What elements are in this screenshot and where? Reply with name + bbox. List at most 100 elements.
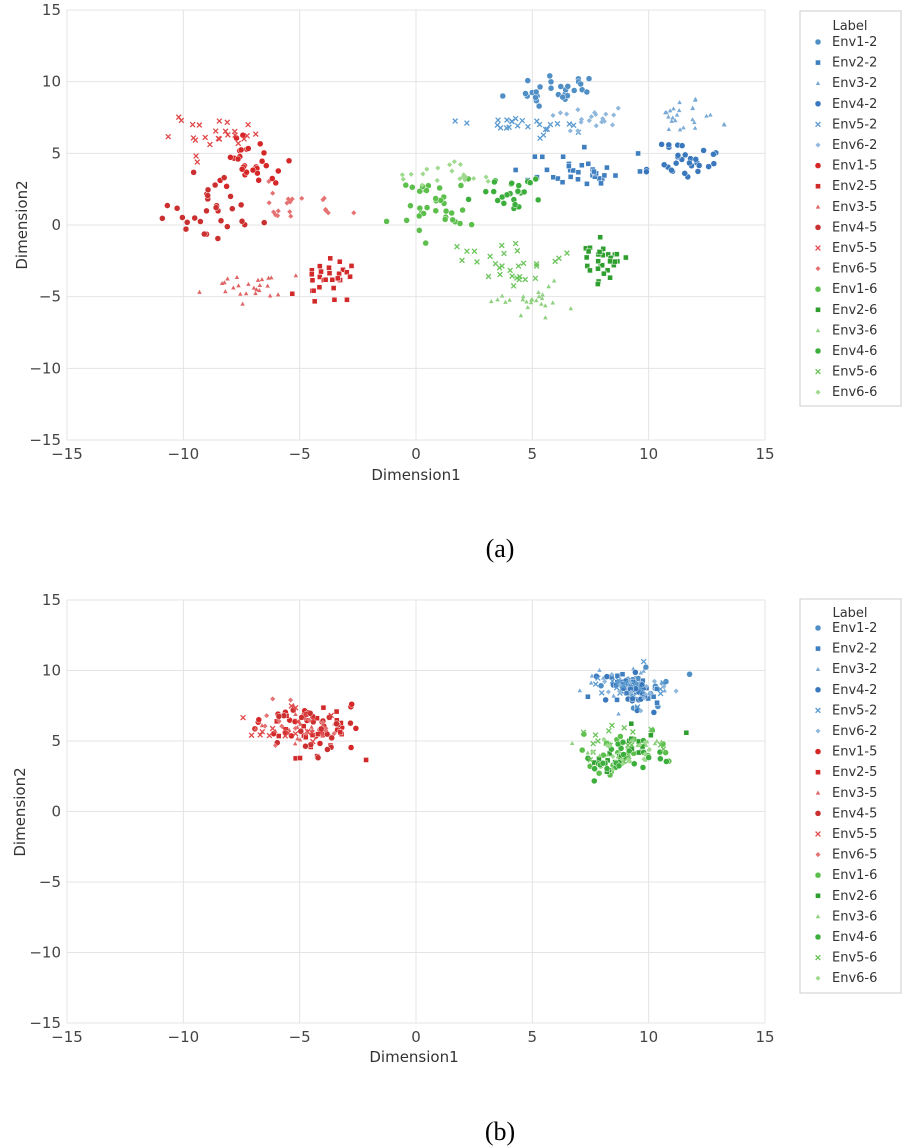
data-point — [257, 282, 263, 288]
legend-label: Env3-6 — [832, 323, 877, 338]
data-point — [499, 263, 505, 269]
data-point — [293, 273, 299, 278]
data-point — [625, 742, 631, 749]
data-point — [578, 746, 586, 754]
data-point — [436, 184, 443, 192]
data-point — [207, 141, 213, 148]
data-point — [543, 303, 548, 308]
x-axis-label-b: Dimension1 — [369, 1048, 458, 1066]
data-point — [532, 94, 539, 101]
caption-a: (a) — [486, 534, 515, 563]
legend-label: Env5-2 — [832, 117, 877, 132]
legend-item: Env1-5 — [814, 159, 877, 174]
series-Env4-6 — [584, 737, 670, 785]
data-point — [292, 725, 298, 731]
data-point — [508, 179, 515, 187]
data-point — [182, 225, 190, 233]
series-Env4-6 — [465, 175, 542, 212]
data-point — [641, 668, 646, 673]
data-point — [627, 679, 633, 685]
data-point — [611, 258, 618, 265]
data-point — [643, 683, 649, 689]
data-point — [224, 223, 231, 230]
data-point — [595, 738, 601, 744]
data-point — [591, 777, 598, 785]
y-tick-label: 10 — [42, 73, 61, 91]
data-point — [613, 684, 620, 691]
data-point — [299, 195, 305, 201]
data-point — [628, 738, 634, 743]
data-point — [424, 166, 430, 172]
data-point — [423, 204, 431, 211]
data-point — [292, 730, 299, 737]
data-point — [681, 125, 686, 130]
data-point — [559, 93, 566, 101]
data-point — [634, 704, 641, 710]
data-point — [623, 254, 629, 261]
data-point — [597, 667, 602, 672]
data-point — [664, 110, 669, 115]
data-point — [461, 172, 467, 178]
data-point — [686, 671, 693, 678]
data-point — [591, 765, 598, 772]
legend-item: Env2-6 — [815, 889, 877, 904]
data-point — [288, 213, 294, 219]
data-point — [330, 285, 337, 291]
data-point — [327, 255, 334, 262]
data-point — [564, 250, 570, 256]
data-point — [598, 180, 604, 187]
data-point — [566, 121, 573, 127]
data-point — [592, 732, 599, 738]
data-point — [306, 717, 312, 723]
data-point — [593, 123, 599, 129]
legend-marker — [814, 347, 822, 355]
legend-label: Env6-2 — [832, 724, 877, 739]
data-point — [669, 118, 674, 123]
data-point — [564, 83, 572, 90]
legend-label: Env5-5 — [832, 241, 877, 256]
data-point — [521, 294, 526, 299]
data-point — [442, 207, 450, 215]
data-point — [256, 140, 264, 148]
data-point — [236, 283, 241, 288]
y-tick-label: 0 — [51, 803, 61, 821]
data-point — [447, 162, 453, 168]
data-point — [183, 219, 191, 226]
legend-label: Env5-6 — [832, 365, 877, 380]
points-b — [240, 658, 693, 785]
data-point — [294, 719, 301, 725]
legend-marker — [815, 666, 821, 671]
x-tick-label: 0 — [411, 445, 421, 463]
data-point — [535, 102, 543, 110]
data-point — [628, 689, 634, 695]
data-point — [259, 277, 265, 282]
data-point — [686, 159, 693, 167]
data-point — [189, 121, 196, 128]
data-point — [322, 276, 329, 283]
data-point — [532, 153, 538, 160]
data-point — [267, 293, 273, 298]
data-point — [318, 729, 325, 736]
data-point — [670, 115, 675, 120]
legend-title-a: Label — [832, 19, 867, 34]
grid-b — [66, 599, 766, 1024]
data-point — [275, 292, 281, 297]
data-point — [520, 188, 528, 196]
data-point — [532, 275, 539, 282]
legend-label: Env6-5 — [832, 848, 877, 863]
data-point — [179, 214, 186, 221]
data-point — [465, 196, 472, 203]
data-point — [499, 293, 505, 298]
legend-label: Env4-2 — [832, 97, 877, 112]
data-point — [435, 165, 441, 171]
x-tick-label: 15 — [755, 445, 774, 463]
data-point — [614, 672, 621, 679]
data-point — [705, 163, 712, 170]
legend-marker — [815, 852, 821, 858]
data-point — [638, 670, 644, 675]
data-point — [619, 757, 625, 763]
data-point — [202, 134, 209, 141]
legend-marker — [815, 790, 821, 795]
data-point — [471, 248, 478, 255]
data-point — [293, 711, 298, 717]
